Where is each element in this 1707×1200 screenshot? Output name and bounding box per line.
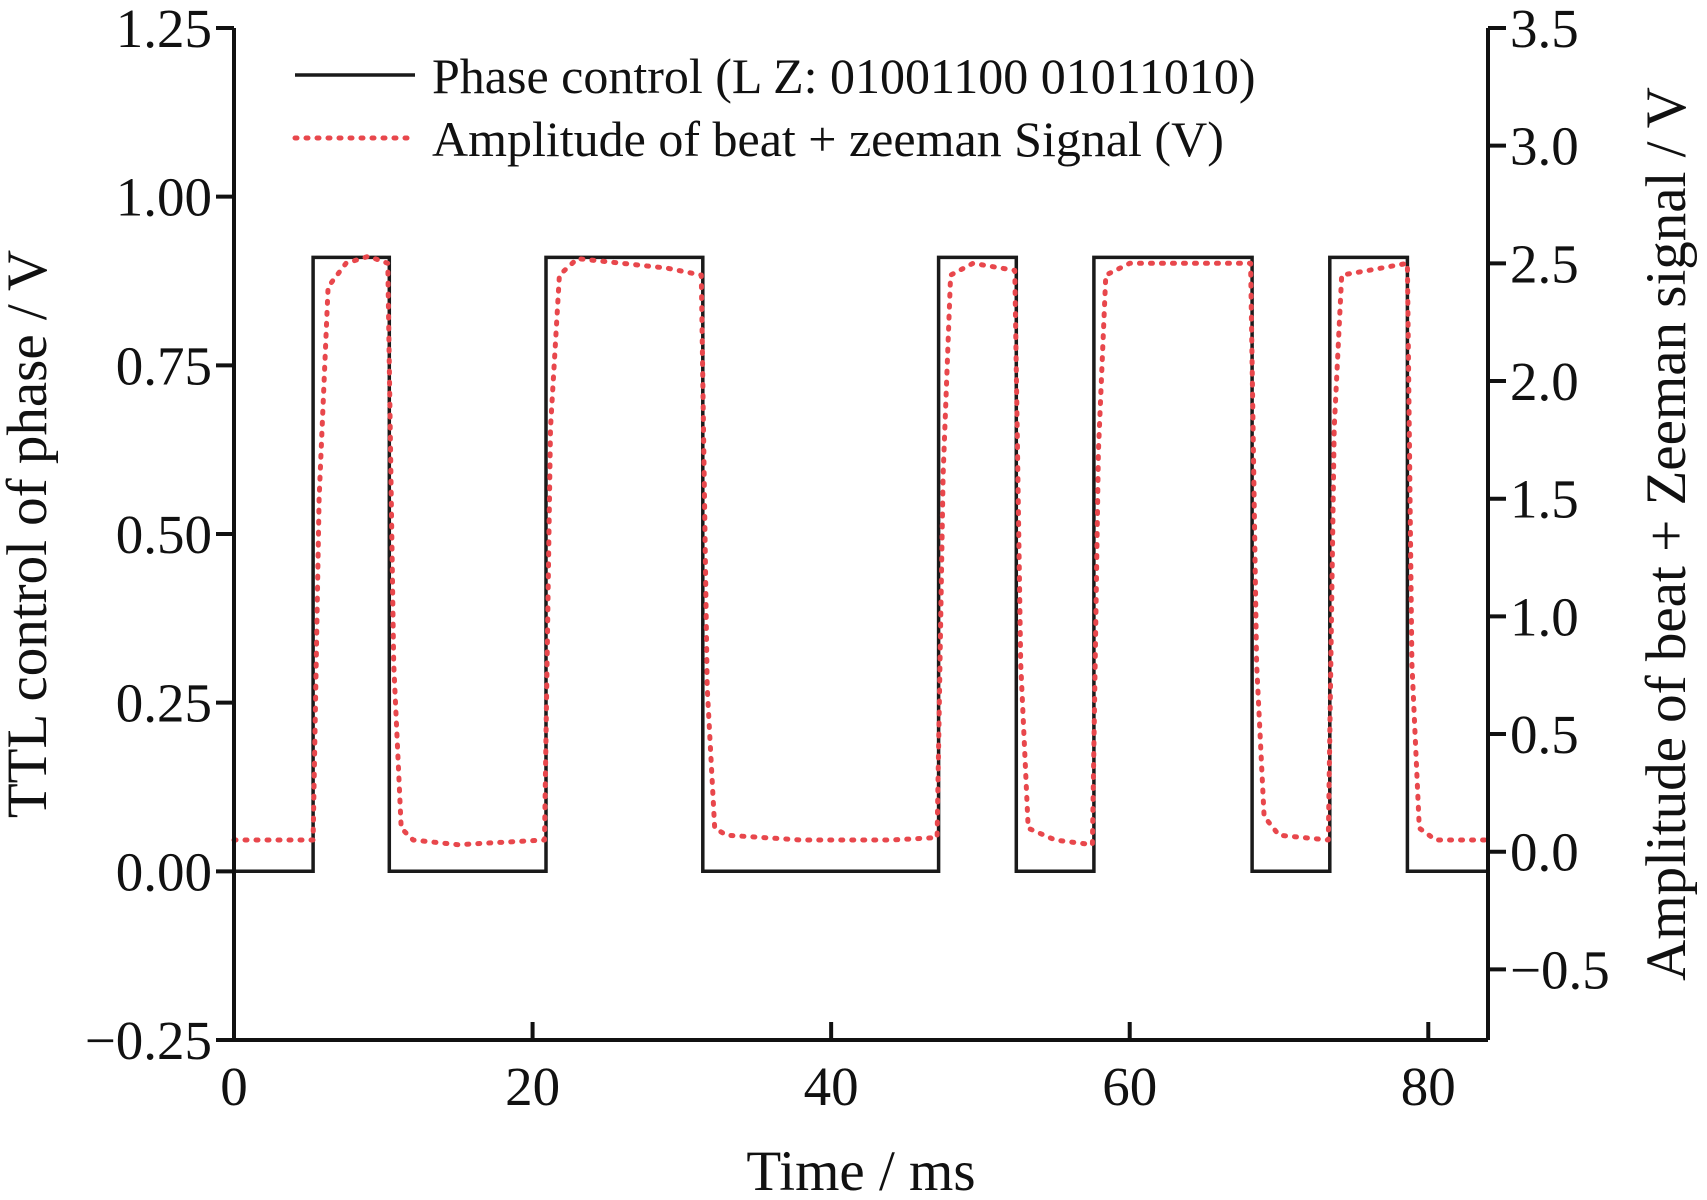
legend: Phase control (L Z: 01001100 01011010) A…	[292, 48, 1256, 167]
ticks-layer: 0 20 40 60 80 −0.25 0.00 0.25 0.50 0.75 1.00 1.25 −0…	[85, 0, 1610, 1117]
y-right-tick-label: 0.5	[1510, 704, 1579, 765]
x-tick-label: 60	[1102, 1056, 1157, 1117]
y-right-axis-title: Amplitude of beat + Zeeman signal / V	[1635, 87, 1698, 981]
y-left-tick-label: 0.00	[116, 841, 212, 902]
y-right-tick-label: 3.5	[1510, 0, 1579, 59]
series-amplitude-line	[231, 253, 1491, 848]
x-tick-label: 80	[1401, 1056, 1456, 1117]
y-left-tick-label: 0.25	[116, 673, 212, 734]
y-left-tick-label: 1.25	[116, 0, 212, 59]
x-axis-title: Time / ms	[746, 1140, 975, 1200]
series-layer	[231, 253, 1491, 874]
y-right-tick-label: 0.0	[1510, 822, 1579, 883]
y-left-tick-label: 0.75	[116, 335, 212, 396]
y-right-tick-label: 1.5	[1510, 469, 1579, 530]
y-right-tick-label: −0.5	[1510, 939, 1610, 1000]
y-right-tick-label: 3.0	[1510, 116, 1579, 177]
x-tick-label: 0	[220, 1056, 248, 1117]
x-tick-label: 20	[505, 1056, 560, 1117]
y-left-axis-title: TTL control of phase / V	[0, 250, 59, 818]
y-right-tick-label: 2.0	[1510, 351, 1579, 412]
y-left-tick-label: −0.25	[85, 1010, 212, 1071]
series-phase-control-line	[234, 255, 1488, 874]
legend-label-phase-control: Phase control (L Z: 01001100 01011010)	[432, 48, 1256, 104]
axes-layer	[232, 28, 1490, 1042]
y-left-tick-label: 1.00	[116, 167, 212, 228]
y-right-tick-label: 1.0	[1510, 586, 1579, 647]
y-right-tick-label: 2.5	[1510, 233, 1579, 294]
y-left-tick-label: 0.50	[116, 504, 212, 565]
x-tick-label: 40	[804, 1056, 859, 1117]
legend-label-amplitude: Amplitude of beat + zeeman Signal (V)	[432, 111, 1224, 167]
